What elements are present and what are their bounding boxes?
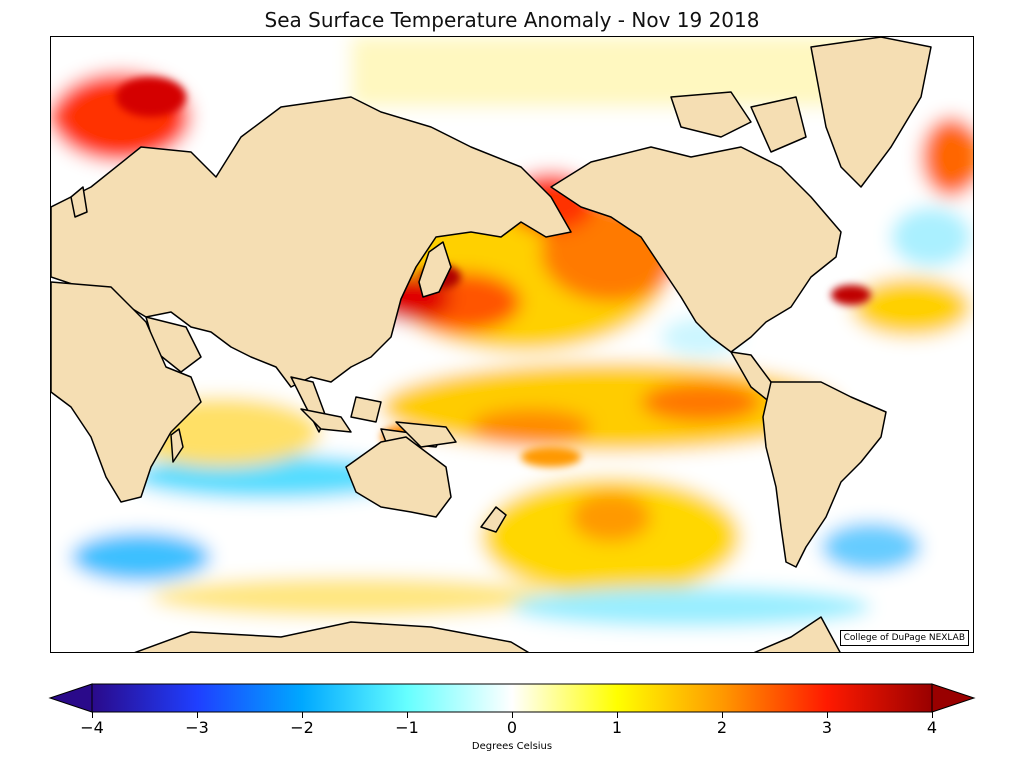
colorbar-label: Degrees Celsius [471, 741, 553, 752]
colorbar-tick-label: 4 [926, 718, 938, 737]
land-uk [70, 186, 88, 218]
colorbar-tick [617, 712, 618, 718]
colorbar-tick [722, 712, 723, 718]
land-north-america [550, 146, 842, 353]
colorbar-tick-label: 0 [506, 718, 518, 737]
colorbar-tick [932, 712, 933, 718]
sst-anomaly-map: College of DuPage NEXLAB [50, 36, 974, 653]
land-africa [51, 281, 202, 503]
colorbar-tick-label: −1 [395, 718, 419, 737]
land-arctic-islands [670, 91, 807, 153]
land-new-guinea [395, 421, 457, 448]
land-new-zealand [480, 506, 507, 533]
land-australia [345, 436, 452, 518]
chart-title: Sea Surface Temperature Anomaly - Nov 19… [264, 8, 760, 32]
colorbar-tick-label: −3 [185, 718, 209, 737]
land-south-america [762, 381, 887, 568]
colorbar-tick-label: 3 [821, 718, 833, 737]
colorbar-tick [512, 712, 513, 718]
land-madagascar [170, 428, 184, 463]
land-eurasia [51, 96, 572, 388]
colorbar-tick-label: −2 [290, 718, 314, 737]
colorbar-tick [827, 712, 828, 718]
colorbar-tick [302, 712, 303, 718]
colorbar-tick-label: 2 [716, 718, 728, 737]
land-japan [418, 241, 452, 298]
colorbar [48, 683, 976, 713]
colorbar-tick-label: −4 [80, 718, 104, 737]
anomaly-field [51, 37, 973, 652]
colorbar-tick [407, 712, 408, 718]
land-antarctica [134, 616, 841, 652]
colorbar-extend-min [48, 683, 93, 713]
colorbar-tick [197, 712, 198, 718]
colorbar-ticks: −4 −3 −2 −1 0 1 2 3 4 [80, 712, 937, 737]
colorbar-tick-label: 1 [611, 718, 623, 737]
land [51, 37, 932, 652]
map-svg [51, 37, 973, 652]
land-greenland [810, 37, 932, 188]
colorbar-body [91, 683, 933, 713]
credit-label: College of DuPage NEXLAB [839, 630, 969, 646]
colorbar-extend-max [931, 683, 976, 713]
colorbar-tick [92, 712, 93, 718]
